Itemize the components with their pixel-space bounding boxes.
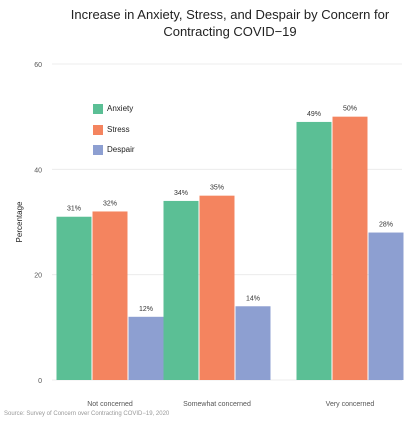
legend-swatch-anxiety	[93, 103, 103, 114]
bar-despair-2	[368, 232, 404, 380]
data-label-stress-2: 50%	[343, 106, 357, 113]
legend-label-anxiety: Anxiety	[107, 104, 134, 113]
data-label-despair-2: 28%	[379, 222, 393, 229]
chart-caption: Source: Survey of Concern over Contracti…	[4, 411, 170, 417]
legend-item-anxiety: Anxiety	[93, 102, 133, 115]
bar-stress-0	[92, 211, 128, 380]
y-tick-label-0: 0	[38, 378, 42, 385]
y-axis-title: Percentage	[15, 201, 24, 242]
bar-stress-2	[332, 116, 368, 381]
legend-label-despair: Despair	[107, 145, 135, 154]
data-label-despair-0: 12%	[139, 306, 153, 313]
data-label-anxiety-2: 49%	[307, 111, 321, 118]
bar-anxiety-2	[296, 121, 332, 380]
legend-swatch-stress	[93, 124, 103, 135]
legend-item-despair: Despair	[93, 143, 135, 156]
legend-swatch-despair	[93, 144, 103, 155]
bar-anxiety-0	[56, 216, 92, 380]
data-label-anxiety-0: 31%	[67, 206, 81, 213]
legend-label-stress: Stress	[107, 125, 130, 134]
bar-stress-1	[199, 195, 235, 380]
y-tick-label-2: 40	[34, 167, 42, 174]
bar-despair-0	[128, 316, 164, 380]
x-tick-label-1: Somewhat concerned	[183, 401, 251, 408]
data-label-despair-1: 14%	[246, 295, 260, 302]
legend-item-stress: Stress	[93, 123, 130, 136]
x-tick-label-0: Not concerned	[87, 401, 133, 408]
data-label-stress-0: 32%	[103, 200, 117, 207]
x-tick-label-2: Very concerned	[326, 401, 375, 408]
data-label-anxiety-1: 34%	[174, 190, 188, 197]
bar-anxiety-1	[163, 200, 199, 380]
y-tick-label-3: 60	[34, 62, 42, 69]
y-tick-label-1: 20	[34, 273, 42, 280]
bar-despair-1	[235, 306, 271, 380]
data-label-stress-1: 35%	[210, 185, 224, 192]
chart-title: Increase in Anxiety, Stress, and Despair…	[70, 7, 390, 39]
